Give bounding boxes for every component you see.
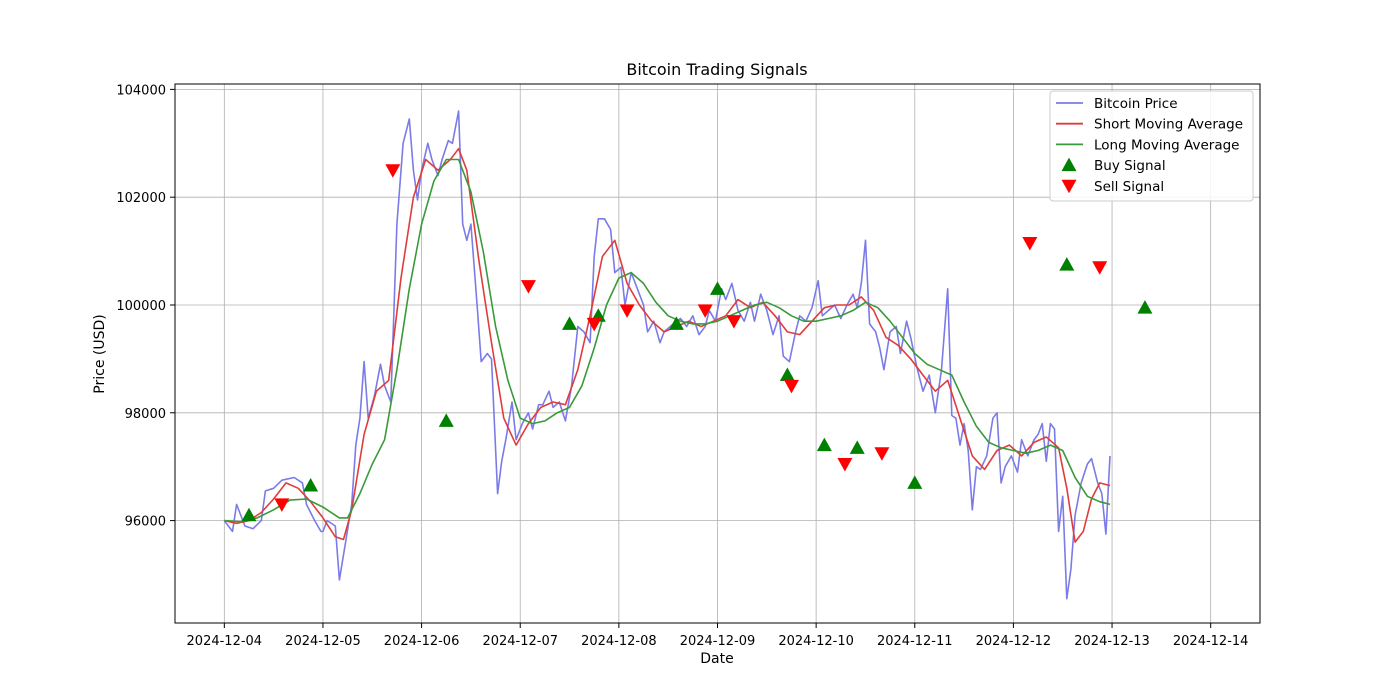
x-tick-label: 2024-12-07	[482, 634, 558, 649]
x-tick-label: 2024-12-04	[187, 634, 263, 649]
y-tick-label: 102000	[116, 191, 166, 206]
y-axis-label: Price (USD)	[92, 314, 108, 393]
x-tick-label: 2024-12-08	[581, 634, 657, 649]
buy-signal-marker	[779, 367, 795, 382]
sell-signal-marker	[726, 315, 742, 329]
sell-signal-marker	[586, 317, 602, 332]
legend-label: Buy Signal	[1094, 158, 1166, 174]
legend-label: Sell Signal	[1094, 179, 1164, 195]
sell-signal-marker	[520, 280, 536, 294]
legend-swatch	[1061, 179, 1077, 194]
x-axis: 2024-12-04 2024-12-05 2024-12-06 2024-12-07…	[187, 623, 1249, 649]
sell-signal-marker	[274, 498, 290, 512]
legend-label: Long Moving Average	[1094, 137, 1239, 153]
x-tick-label: 2024-12-06	[384, 634, 460, 649]
sell-signal-marker	[619, 304, 635, 318]
sell-signal-marker	[874, 447, 890, 461]
sell-signal-marker	[783, 379, 799, 394]
x-tick-label: 2024-12-13	[1074, 634, 1150, 649]
x-tick-label: 2024-12-12	[976, 634, 1052, 649]
legend-label: Short Moving Average	[1094, 117, 1243, 133]
y-tick-label: 98000	[125, 407, 166, 422]
x-tick-label: 2024-12-11	[877, 634, 953, 649]
x-axis-label: Date	[700, 651, 733, 667]
long-ma-line	[224, 158, 1111, 523]
x-tick-label: 2024-12-14	[1173, 634, 1249, 649]
sell-signal-marker	[1022, 237, 1038, 251]
sell-signal-marker	[1092, 261, 1108, 275]
buy-signal-marker	[668, 316, 684, 330]
sell-signal-marker	[385, 164, 401, 178]
sell-signal-marker	[697, 304, 713, 318]
buy-signal-marker	[710, 281, 725, 295]
buy-signal-marker	[562, 316, 578, 330]
buy-signal-marker	[438, 413, 454, 427]
legend-swatch	[1061, 157, 1077, 172]
y-axis: 96000 98000 100000 102000 104000	[116, 83, 175, 530]
buy-signal-marker	[849, 440, 865, 454]
buy-signal-marker	[1059, 257, 1075, 271]
buy-signal-marker	[303, 478, 319, 492]
y-tick-label: 104000	[116, 83, 166, 98]
legend: Bitcoin Price Short Moving Average Long Mo…	[1049, 90, 1254, 202]
buy-signal-marker	[241, 507, 257, 522]
buy-signal-marker	[907, 475, 923, 489]
buy-signal-marker	[1137, 300, 1153, 314]
sell-signal-marker	[837, 457, 853, 472]
buy-signal-marker	[816, 437, 832, 452]
legend-box	[1049, 90, 1254, 202]
y-tick-label: 100000	[116, 299, 166, 314]
legend-label: Bitcoin Price	[1094, 96, 1178, 112]
plot-area	[223, 110, 1153, 600]
x-tick-label: 2024-12-05	[285, 634, 361, 649]
x-tick-label: 2024-12-10	[778, 634, 854, 649]
x-tick-label: 2024-12-09	[680, 634, 756, 649]
y-tick-label: 96000	[125, 515, 166, 530]
chart-title: Bitcoin Trading Signals	[626, 60, 807, 79]
